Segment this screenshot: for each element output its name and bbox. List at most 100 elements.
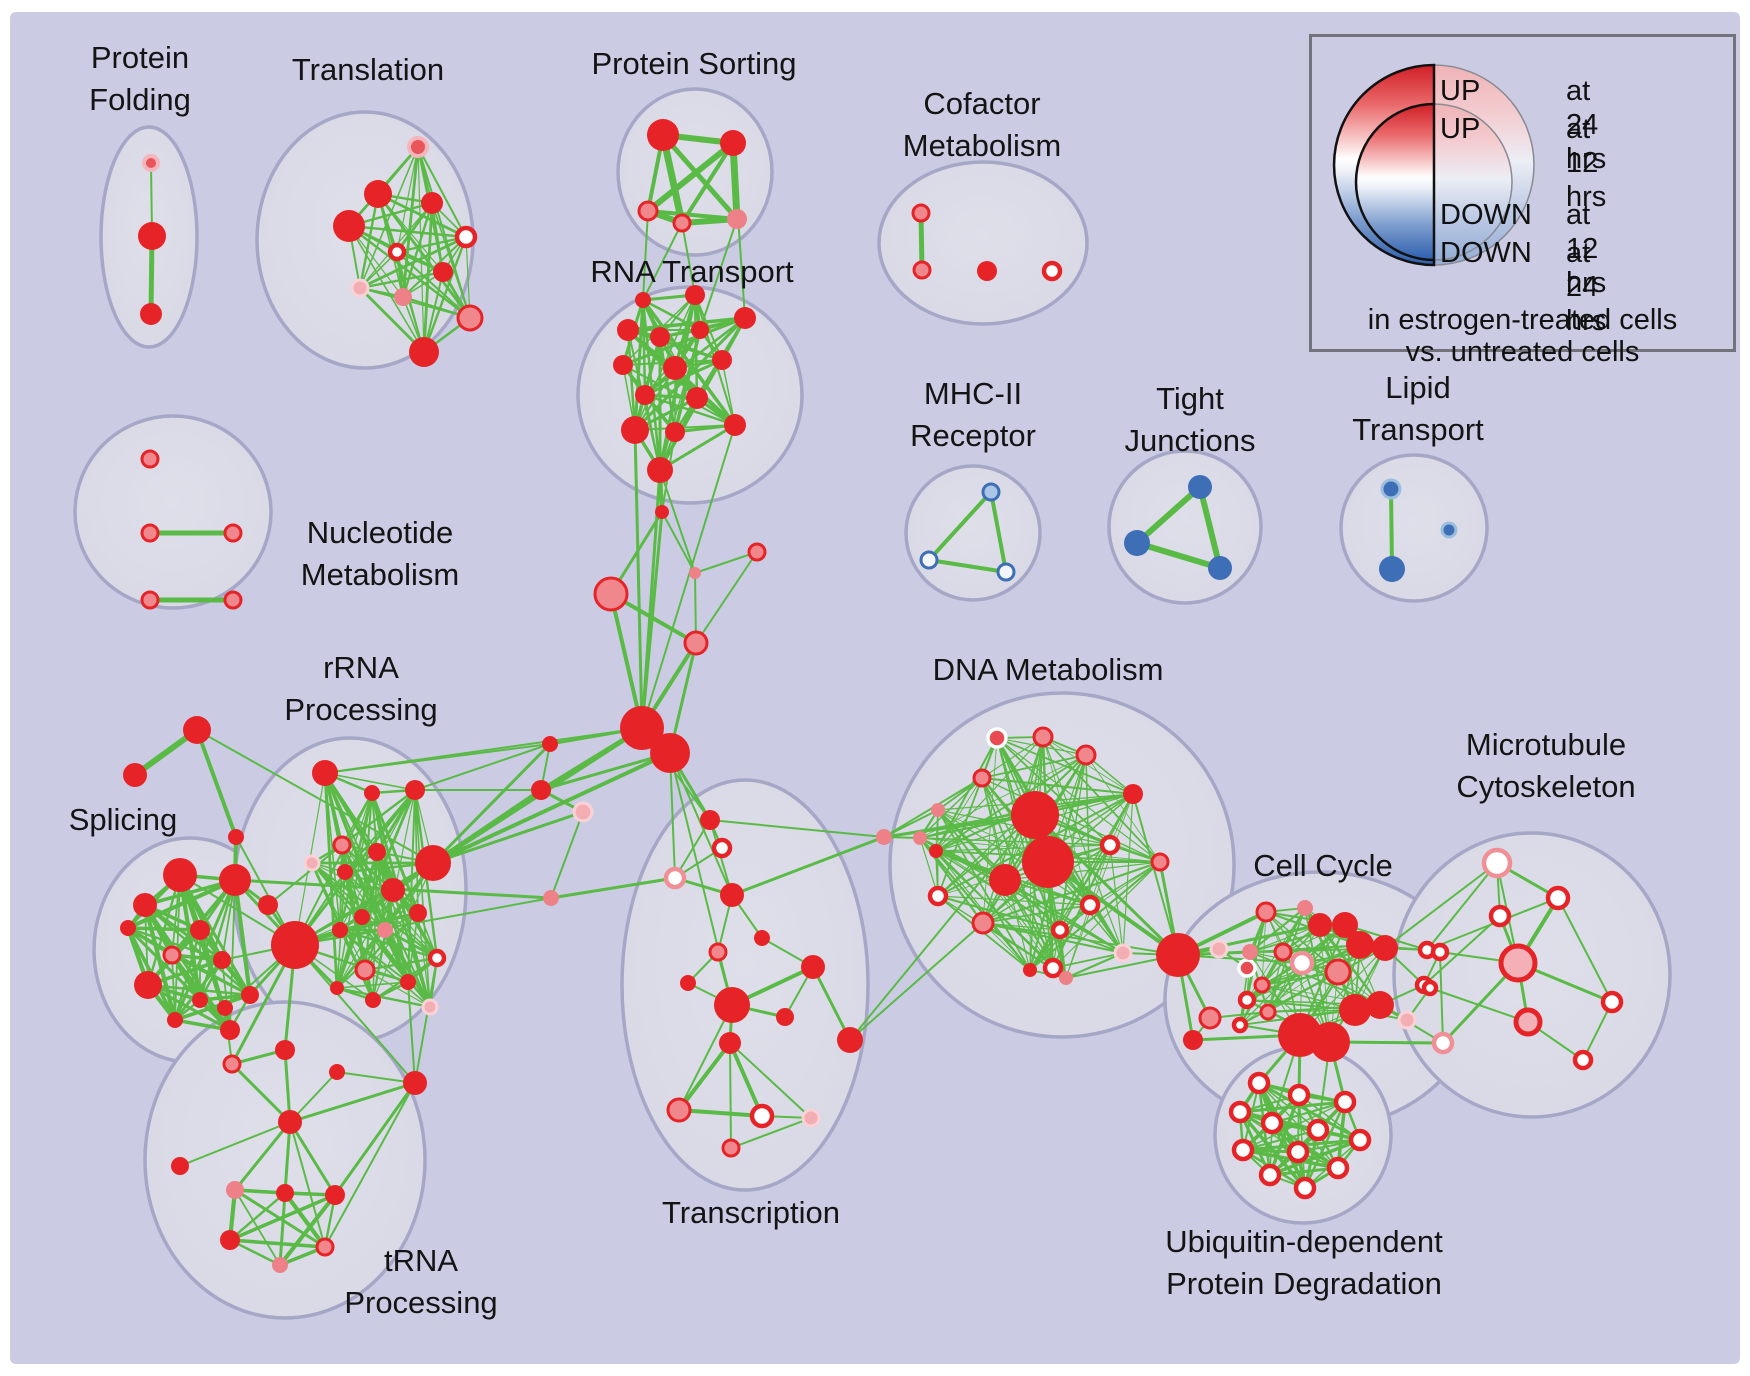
node-redpink [1324, 958, 1352, 986]
node-pink [394, 288, 412, 306]
edge [414, 789, 431, 1008]
edge [609, 592, 644, 730]
node-pink [1059, 971, 1073, 985]
node-red [133, 893, 157, 917]
node-red [1183, 1030, 1203, 1050]
edge [849, 922, 984, 1041]
node-redpink [1075, 744, 1097, 766]
node-red [1011, 791, 1059, 839]
node-whalo [1237, 958, 1257, 978]
edge [1046, 860, 1180, 957]
node-red [712, 350, 732, 370]
node-red [220, 1020, 240, 1040]
node-pink [226, 1181, 244, 1199]
legend-time-label: at 24 hrs [1566, 237, 1607, 337]
node-red [680, 975, 696, 991]
edge [289, 1121, 326, 1248]
edge [465, 236, 471, 319]
edge [417, 146, 425, 353]
node-red [686, 387, 708, 409]
edge [371, 792, 438, 959]
edge [126, 926, 202, 932]
edge [1065, 793, 1134, 979]
node-blue [1188, 475, 1212, 499]
edge [982, 736, 1044, 924]
node-wring [1042, 957, 1064, 979]
node-red [1308, 913, 1332, 937]
node-wring [1041, 260, 1063, 282]
node-red [1123, 784, 1143, 804]
edge [221, 959, 231, 1031]
edge [927, 558, 1008, 574]
edge [927, 490, 993, 562]
node-pink [689, 567, 701, 579]
edge [659, 336, 723, 361]
node-pink [913, 831, 927, 845]
legend-inner-ring-saturated [1354, 102, 1436, 262]
edge [680, 141, 735, 225]
edge [324, 727, 643, 774]
edge [981, 754, 1087, 779]
node-red [368, 843, 386, 861]
node-redpink [708, 942, 728, 962]
node-pink [543, 890, 559, 906]
edge [935, 844, 1111, 852]
edge [358, 270, 445, 290]
edge [126, 926, 224, 962]
legend-time-label: at 12 hrs [1566, 199, 1607, 299]
node-red [719, 1032, 741, 1054]
edge [549, 876, 677, 900]
node-red [663, 356, 687, 380]
edge [935, 850, 1054, 969]
node-redpink [1273, 942, 1293, 962]
edge [919, 754, 1087, 839]
cluster-ellipse-mhc-ii [904, 464, 1042, 602]
node-bluewhite [996, 562, 1016, 582]
node-red [613, 355, 633, 375]
edge [431, 810, 585, 865]
node-pale [421, 998, 439, 1016]
node-red [276, 1184, 294, 1202]
node-redpink [637, 200, 659, 222]
node-red [685, 285, 705, 305]
cluster-ellipse-translation [255, 110, 475, 370]
node-wpink [1289, 950, 1315, 976]
node-red [421, 192, 443, 214]
node-red [190, 920, 210, 940]
node-red [332, 922, 348, 938]
node-red [228, 829, 244, 845]
edge [645, 140, 736, 214]
node-red [1366, 991, 1394, 1019]
edge [1389, 487, 1394, 571]
node-pale [1113, 943, 1133, 963]
edge [1248, 906, 1307, 954]
edge [395, 235, 468, 254]
edge [288, 1120, 337, 1197]
edge [677, 1041, 732, 1112]
edge [621, 316, 747, 367]
edge [1242, 1129, 1319, 1151]
edge [1176, 923, 1322, 957]
node-red [720, 883, 744, 907]
node-blue [1208, 556, 1232, 580]
node-wring [1258, 1163, 1282, 1187]
node-red [977, 261, 997, 281]
node-redpink [1150, 852, 1170, 872]
node-pink [876, 829, 892, 845]
edge [1261, 984, 1356, 1011]
node-pink [1242, 944, 1258, 960]
node-red [1023, 963, 1037, 977]
edge [384, 929, 438, 959]
node-red [409, 904, 427, 922]
node-red [213, 951, 231, 969]
node-red [691, 321, 709, 339]
edge [267, 844, 343, 906]
node-wring [1287, 1083, 1311, 1107]
edge [660, 132, 740, 222]
edge [622, 364, 736, 426]
edge [849, 814, 1036, 1041]
node-bluehalo [1380, 478, 1402, 500]
node-red [650, 733, 690, 773]
node-red [714, 987, 750, 1023]
